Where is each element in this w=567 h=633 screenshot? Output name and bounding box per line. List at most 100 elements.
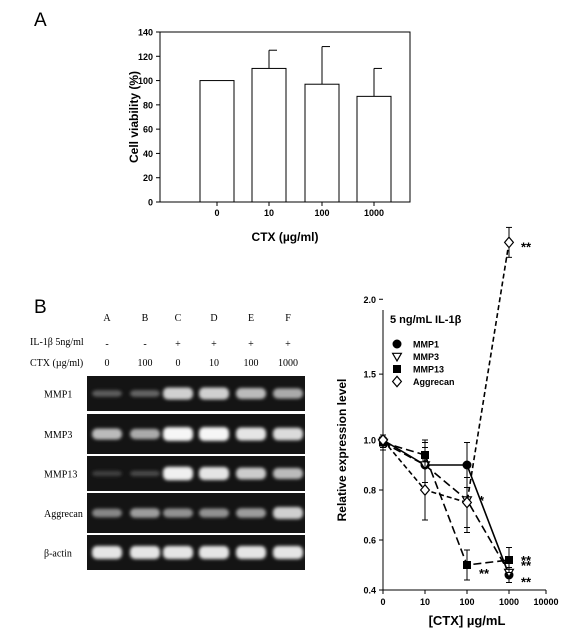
- lane-label: F: [285, 313, 291, 324]
- y-tick-label: 1.5: [363, 370, 376, 380]
- gel-band: [273, 388, 303, 399]
- viability-bar-chart: 0 20 40 60 80 100 120 140 0 10 100 1000 Cell viabili…: [127, 28, 411, 244]
- x-tick-label: 10: [420, 597, 430, 607]
- data-point-aggrecan: [377, 433, 389, 447]
- gel-band: [163, 466, 193, 481]
- panel-a-label: A: [34, 10, 47, 31]
- legend-marker-mmp13: [393, 365, 401, 373]
- gel-band: [92, 546, 122, 559]
- gel-band: [199, 387, 229, 400]
- x-tick-label: 100: [314, 208, 329, 218]
- ctx-value: 1000: [278, 358, 298, 369]
- legend-label-mmp3: MMP3: [413, 352, 439, 362]
- gel-band: [92, 508, 122, 518]
- legend-label-aggrecan: Aggrecan: [413, 377, 455, 387]
- ctx-value: 10: [209, 358, 219, 369]
- y-tick-label: 0.8: [363, 486, 376, 496]
- gel-strip: [87, 376, 305, 411]
- gel-band: [92, 390, 122, 397]
- data-point-mmp13: [463, 561, 471, 569]
- gel-band: [273, 468, 303, 479]
- legend-marker-mmp1: [392, 339, 402, 349]
- legend-label-mmp1: MMP1: [413, 340, 439, 350]
- gel-strip: [87, 493, 305, 533]
- gene-label: MMP13: [44, 470, 77, 481]
- data-point-aggrecan: [419, 483, 431, 497]
- x-tick-label: 1000: [499, 597, 519, 607]
- y-tick-label: 1.0: [363, 436, 376, 446]
- y-tick-label: 100: [138, 76, 153, 86]
- series-line-mmp13: [382, 441, 510, 566]
- significance-aggrecan: **: [521, 239, 532, 254]
- y-tick-label: 0.4: [363, 586, 376, 596]
- x-axis-label: CTX (µg/ml): [252, 230, 319, 244]
- series-line-mmp3: [382, 441, 510, 573]
- gel-strip: [87, 456, 305, 491]
- panel-b-label: B: [34, 297, 47, 318]
- gel-band: [236, 388, 266, 399]
- gel-band: [130, 428, 160, 440]
- ctx-value: 0: [176, 358, 181, 369]
- gel-strip: [87, 414, 305, 454]
- series-line-aggrecan: [382, 242, 510, 504]
- gel-strip: [87, 535, 305, 570]
- x-tick-label: 0: [380, 597, 385, 607]
- significance-mmp1: **: [521, 558, 532, 573]
- gel-band: [199, 546, 229, 559]
- gel-band: [199, 467, 229, 480]
- gel-band: [199, 427, 229, 441]
- data-point-mmp13: [421, 451, 429, 459]
- y-tick-label: 0.6: [363, 536, 376, 546]
- lane-label: A: [103, 313, 111, 324]
- gel-band: [273, 546, 303, 559]
- data-point-mmp13: [505, 556, 513, 564]
- gel-band: [199, 508, 229, 518]
- gene-label: β-actin: [44, 549, 72, 560]
- x-tick-label: 10: [264, 208, 274, 218]
- gel-band: [236, 467, 266, 480]
- ctx-value: 0: [105, 358, 110, 369]
- bar-0: [199, 80, 235, 203]
- gel-band: [273, 507, 303, 519]
- lane-label: C: [175, 313, 182, 324]
- x-tick-label: 1000: [364, 208, 384, 218]
- gene-label: MMP1: [44, 390, 72, 401]
- y-tick-label: 2.0: [363, 295, 376, 305]
- x-tick-label: 10000: [533, 597, 558, 607]
- gel-band: [163, 546, 193, 559]
- series-line-mmp1: [382, 439, 510, 576]
- gel-band: [236, 508, 266, 518]
- data-point-aggrecan: [503, 236, 515, 249]
- gel-band: [92, 428, 122, 440]
- significance-mmp3: *: [479, 493, 485, 508]
- bar-100: [304, 83, 340, 203]
- il1b-value: +: [211, 339, 217, 350]
- gel-band: [236, 546, 266, 559]
- il1b-value: -: [143, 339, 146, 350]
- gel-band: [163, 387, 193, 400]
- legend-marker-aggrecan: [391, 375, 403, 388]
- x-tick-label: 100: [459, 597, 474, 607]
- y-axis-label: Cell viability (%): [127, 71, 141, 163]
- x-tick-label: 0: [214, 208, 219, 218]
- gel-band: [130, 508, 160, 518]
- significance-mmp13: **: [521, 553, 532, 568]
- ctx-value: 100: [138, 358, 153, 369]
- y-axis-label: Relative expression level: [335, 379, 349, 522]
- gel-band: [163, 427, 193, 441]
- rt-pcr-gel-panel: A B C D E FIL-1β 5ng/ml - - + + + +CTX (µg/ml) 0 100 0…: [30, 313, 305, 570]
- gel-band: [163, 508, 193, 518]
- y-tick-label: 140: [138, 28, 153, 38]
- gel-band: [130, 390, 160, 397]
- x-axis-label: [CTX] µg/mL: [429, 613, 506, 628]
- gel-band: [130, 470, 160, 477]
- gene-label: Aggrecan: [44, 509, 83, 520]
- legend-label-mmp13: MMP13: [413, 365, 444, 375]
- y-tick-label: 60: [143, 125, 153, 135]
- lane-label: B: [142, 313, 149, 324]
- il1b-value: -: [105, 339, 108, 350]
- expression-line-chart: 0.4 0.6 0.8 1.0 1.5 2.0 0 10 100 1000 10000 Relativ…: [335, 226, 559, 628]
- chart-title: 5 ng/mL IL-1β: [390, 314, 462, 326]
- gene-label: MMP3: [44, 430, 72, 441]
